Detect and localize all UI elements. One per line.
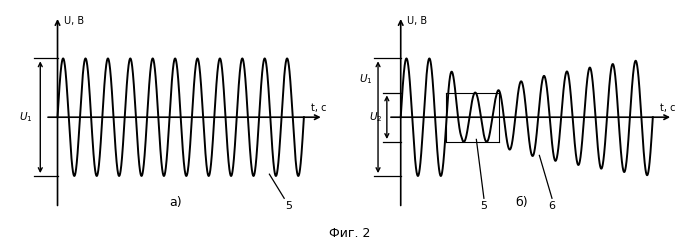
Text: t, с: t, с [311,103,326,113]
Text: $U_2$: $U_2$ [369,110,382,124]
Text: U, В: U, В [64,16,84,26]
Text: Фиг. 2: Фиг. 2 [329,227,370,240]
Text: $U_1$: $U_1$ [20,110,33,124]
Text: а): а) [169,196,182,210]
Text: t, с: t, с [660,103,676,113]
Text: $U_1$: $U_1$ [359,72,373,86]
Text: 5: 5 [480,201,487,211]
Text: 5: 5 [285,201,292,211]
Text: U, В: U, В [407,16,427,26]
Text: 6: 6 [549,201,556,211]
Text: б): б) [515,196,528,210]
